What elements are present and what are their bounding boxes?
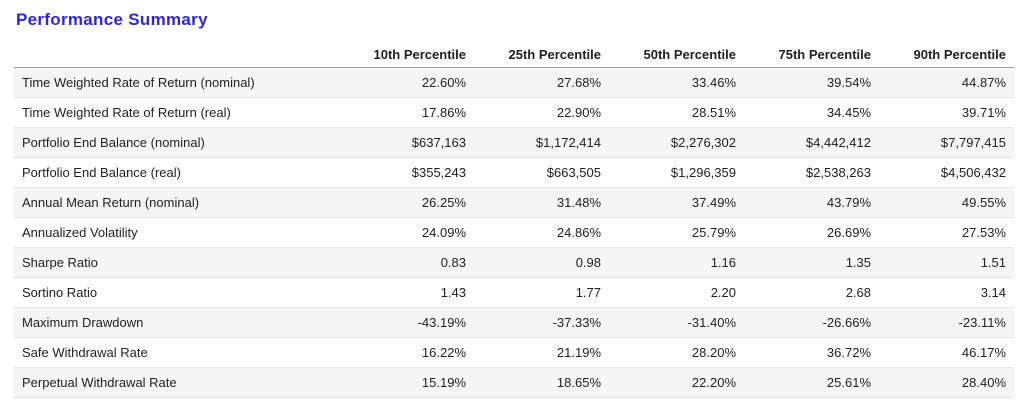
metric-label: Sortino Ratio: [14, 277, 339, 308]
metric-label: Portfolio End Balance (nominal): [14, 127, 339, 158]
metric-value: 26.69%: [744, 217, 879, 248]
metric-value: $663,505: [474, 157, 609, 188]
metric-value: 1.35: [744, 247, 879, 278]
metric-value: 21.19%: [474, 337, 609, 368]
table-row: Perpetual Withdrawal Rate 15.19% 18.65% 22.…: [14, 367, 1014, 398]
metric-column-header: [14, 44, 339, 68]
table-row: Time Weighted Rate of Return (nominal) 22…: [14, 67, 1014, 98]
table-row: Sortino Ratio 1.43 1.77 2.20 2.68 3.14: [14, 277, 1014, 308]
percentile-column-header: 25th Percentile: [474, 44, 609, 68]
metric-value: 18.65%: [474, 367, 609, 398]
metric-value: 1.51: [879, 247, 1014, 278]
table-row: Sharpe Ratio 0.83 0.98 1.16 1.35 1.51: [14, 247, 1014, 278]
metric-value: 39.54%: [744, 67, 879, 98]
metric-value: $355,243: [339, 157, 474, 188]
metric-value: 46.17%: [879, 337, 1014, 368]
metric-label: Time Weighted Rate of Return (nominal): [14, 67, 339, 98]
metric-value: 27.68%: [474, 67, 609, 98]
metric-value: 44.87%: [879, 67, 1014, 98]
metric-value: -43.19%: [339, 307, 474, 338]
table-header-row: 10th Percentile 25th Percentile 50th Perce…: [14, 44, 1014, 68]
metric-value: -23.11%: [879, 307, 1014, 338]
metric-value: 26.25%: [339, 187, 474, 218]
metric-value: 34.45%: [744, 97, 879, 128]
metric-value: 3.14: [879, 277, 1014, 308]
metric-value: 28.51%: [609, 97, 744, 128]
metric-value: 25.61%: [744, 367, 879, 398]
percentile-column-header: 75th Percentile: [744, 44, 879, 68]
metric-value: 0.98: [474, 247, 609, 278]
metric-value: -31.40%: [609, 307, 744, 338]
table-row: Maximum Drawdown -43.19% -37.33% -31.40% -26…: [14, 307, 1014, 338]
metric-value: 22.90%: [474, 97, 609, 128]
metric-value: 1.43: [339, 277, 474, 308]
performance-summary-table: 10th Percentile 25th Percentile 50th Perce…: [14, 44, 1014, 398]
table-row: Portfolio End Balance (real) $355,243 $663…: [14, 157, 1014, 188]
metric-value: 2.68: [744, 277, 879, 308]
metric-value: 22.20%: [609, 367, 744, 398]
metric-value: $1,296,359: [609, 157, 744, 188]
metric-value: 39.71%: [879, 97, 1014, 128]
metric-value: 28.40%: [879, 367, 1014, 398]
table-row: Safe Withdrawal Rate 16.22% 21.19% 28.20% 36…: [14, 337, 1014, 368]
metric-label: Annualized Volatility: [14, 217, 339, 248]
metric-value: 27.53%: [879, 217, 1014, 248]
metric-value: 49.55%: [879, 187, 1014, 218]
metric-value: 31.48%: [474, 187, 609, 218]
metric-value: 28.20%: [609, 337, 744, 368]
metric-value: $2,276,302: [609, 127, 744, 158]
metric-value: 43.79%: [744, 187, 879, 218]
table-row: Portfolio End Balance (nominal) $637,163 $…: [14, 127, 1014, 158]
metric-label: Safe Withdrawal Rate: [14, 337, 339, 368]
metric-label: Sharpe Ratio: [14, 247, 339, 278]
page-title: Performance Summary: [16, 10, 208, 29]
percentile-column-header: 50th Percentile: [609, 44, 744, 68]
metric-value: $2,538,263: [744, 157, 879, 188]
metric-value: 17.86%: [339, 97, 474, 128]
table-row: Time Weighted Rate of Return (real) 17.86…: [14, 97, 1014, 128]
metric-value: 15.19%: [339, 367, 474, 398]
metric-value: $637,163: [339, 127, 474, 158]
metric-label: Time Weighted Rate of Return (real): [14, 97, 339, 128]
table-row: Annualized Volatility 24.09% 24.86% 25.79% 2…: [14, 217, 1014, 248]
metric-label: Portfolio End Balance (real): [14, 157, 339, 188]
metric-value: 24.86%: [474, 217, 609, 248]
metric-value: 33.46%: [609, 67, 744, 98]
metric-label: Perpetual Withdrawal Rate: [14, 367, 339, 398]
percentile-column-header: 90th Percentile: [879, 44, 1014, 68]
metric-value: 0.83: [339, 247, 474, 278]
metric-label: Annual Mean Return (nominal): [14, 187, 339, 218]
metric-value: $7,797,415: [879, 127, 1014, 158]
table-row: Annual Mean Return (nominal) 26.25% 31.48%…: [14, 187, 1014, 218]
percentile-column-header: 10th Percentile: [339, 44, 474, 68]
metric-label: Maximum Drawdown: [14, 307, 339, 338]
metric-value: 1.16: [609, 247, 744, 278]
metric-value: 25.79%: [609, 217, 744, 248]
metric-value: 24.09%: [339, 217, 474, 248]
metric-value: $4,442,412: [744, 127, 879, 158]
metric-value: -26.66%: [744, 307, 879, 338]
metric-value: 16.22%: [339, 337, 474, 368]
table-body: Time Weighted Rate of Return (nominal) 22…: [14, 67, 1014, 398]
metric-value: -37.33%: [474, 307, 609, 338]
metric-value: 2.20: [609, 277, 744, 308]
metric-value: $4,506,432: [879, 157, 1014, 188]
metric-value: 22.60%: [339, 67, 474, 98]
metric-value: 1.77: [474, 277, 609, 308]
metric-value: $1,172,414: [474, 127, 609, 158]
metric-value: 36.72%: [744, 337, 879, 368]
metric-value: 37.49%: [609, 187, 744, 218]
